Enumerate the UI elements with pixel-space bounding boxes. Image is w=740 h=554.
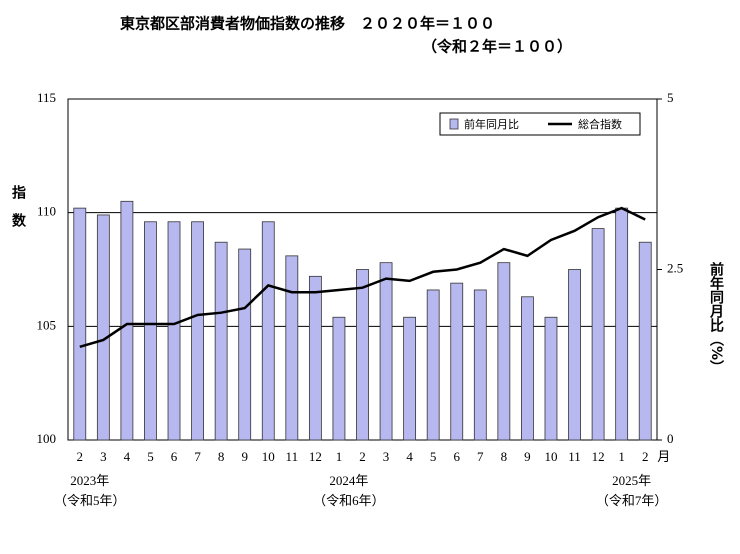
x-tick-label: 5 — [147, 449, 154, 464]
era-label: （令和6年） — [313, 493, 385, 508]
x-tick-label: 9 — [524, 449, 531, 464]
y2-tick-label: 0 — [667, 431, 674, 446]
bar — [238, 248, 252, 441]
x-tick-label: 8 — [501, 449, 508, 464]
x-tick-label: 6 — [453, 449, 460, 464]
x-tick-label: 11 — [568, 449, 581, 464]
x-tick-label: 10 — [544, 449, 557, 464]
era-label: （令和5年） — [54, 493, 126, 508]
x-tick-label: 7 — [477, 449, 484, 464]
x-tick-label: 5 — [430, 449, 437, 464]
x-tick-label: 7 — [194, 449, 201, 464]
bar — [544, 316, 558, 441]
bar — [356, 269, 369, 441]
bar — [120, 200, 134, 441]
chart-subtitle: （令和２年＝１００） — [422, 38, 572, 56]
bar — [73, 207, 87, 441]
bar — [214, 241, 228, 441]
legend-box — [439, 112, 641, 136]
bar — [568, 269, 581, 441]
y2-axis-label: 前年同月比（%） — [708, 261, 725, 374]
x-tick-label: 4 — [406, 449, 413, 464]
x-tick-label: 2 — [642, 449, 649, 464]
x-tick-label: 12 — [592, 449, 605, 464]
x-tick-label: 9 — [241, 449, 248, 464]
bar — [638, 241, 652, 441]
x-tick-label: 3 — [383, 449, 390, 464]
bar — [191, 221, 204, 441]
x-tick-label: 2 — [77, 449, 84, 464]
x-tick-label: 1 — [336, 449, 343, 464]
year-label: 2025年 — [612, 473, 651, 488]
bar — [497, 262, 511, 441]
x-tick-label: 12 — [309, 449, 322, 464]
legend-swatch — [449, 118, 459, 130]
y2-tick-label: 5 — [667, 90, 674, 105]
bar — [426, 289, 440, 441]
x-tick-label: 6 — [171, 449, 178, 464]
chart-title: 東京都区部消費者物価指数の推移 ２０２０年＝１００ — [120, 15, 495, 33]
legend-label: 前年同月比 — [464, 117, 519, 131]
era-label: （令和7年） — [596, 493, 668, 508]
x-tick-label: 10 — [262, 449, 275, 464]
x-tick-label: 8 — [218, 449, 225, 464]
y-tick-label: 110 — [37, 204, 56, 219]
y-tick-label: 115 — [37, 90, 56, 105]
bar — [332, 316, 346, 441]
bar — [308, 275, 322, 441]
bar — [96, 214, 110, 441]
bar — [450, 282, 464, 441]
bar — [261, 221, 275, 441]
x-tick-label: 1 — [618, 449, 625, 464]
bar — [473, 289, 487, 441]
bar — [167, 221, 181, 441]
bar — [285, 255, 299, 441]
x-tick-label: 4 — [124, 449, 131, 464]
line — [79, 206, 646, 348]
legend-label: 総合指数 — [578, 117, 622, 131]
y-tick-label: 105 — [37, 317, 57, 332]
bar — [403, 316, 417, 441]
y2-tick-label: 2.5 — [667, 260, 683, 275]
y-axis-label: 指数 — [10, 184, 26, 241]
bar — [615, 207, 629, 441]
bar — [591, 228, 605, 441]
x-tick-label: 11 — [286, 449, 299, 464]
x-tick-label: 3 — [100, 449, 107, 464]
x-unit: 月 — [657, 449, 670, 464]
year-label: 2024年 — [329, 473, 368, 488]
bar — [144, 221, 157, 441]
bar — [379, 262, 393, 441]
x-tick-label: 2 — [359, 449, 366, 464]
year-label: 2023年 — [70, 473, 109, 488]
bar — [521, 296, 534, 441]
y-tick-label: 100 — [37, 431, 57, 446]
